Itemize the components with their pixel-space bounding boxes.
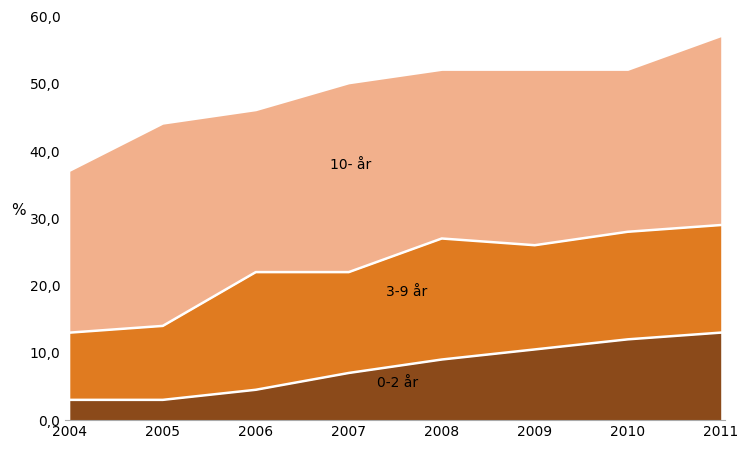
Y-axis label: %: % xyxy=(11,203,26,218)
Text: 10- år: 10- år xyxy=(330,158,371,171)
Text: 3-9 år: 3-9 år xyxy=(386,285,427,299)
Text: 0-2 år: 0-2 år xyxy=(376,376,418,390)
